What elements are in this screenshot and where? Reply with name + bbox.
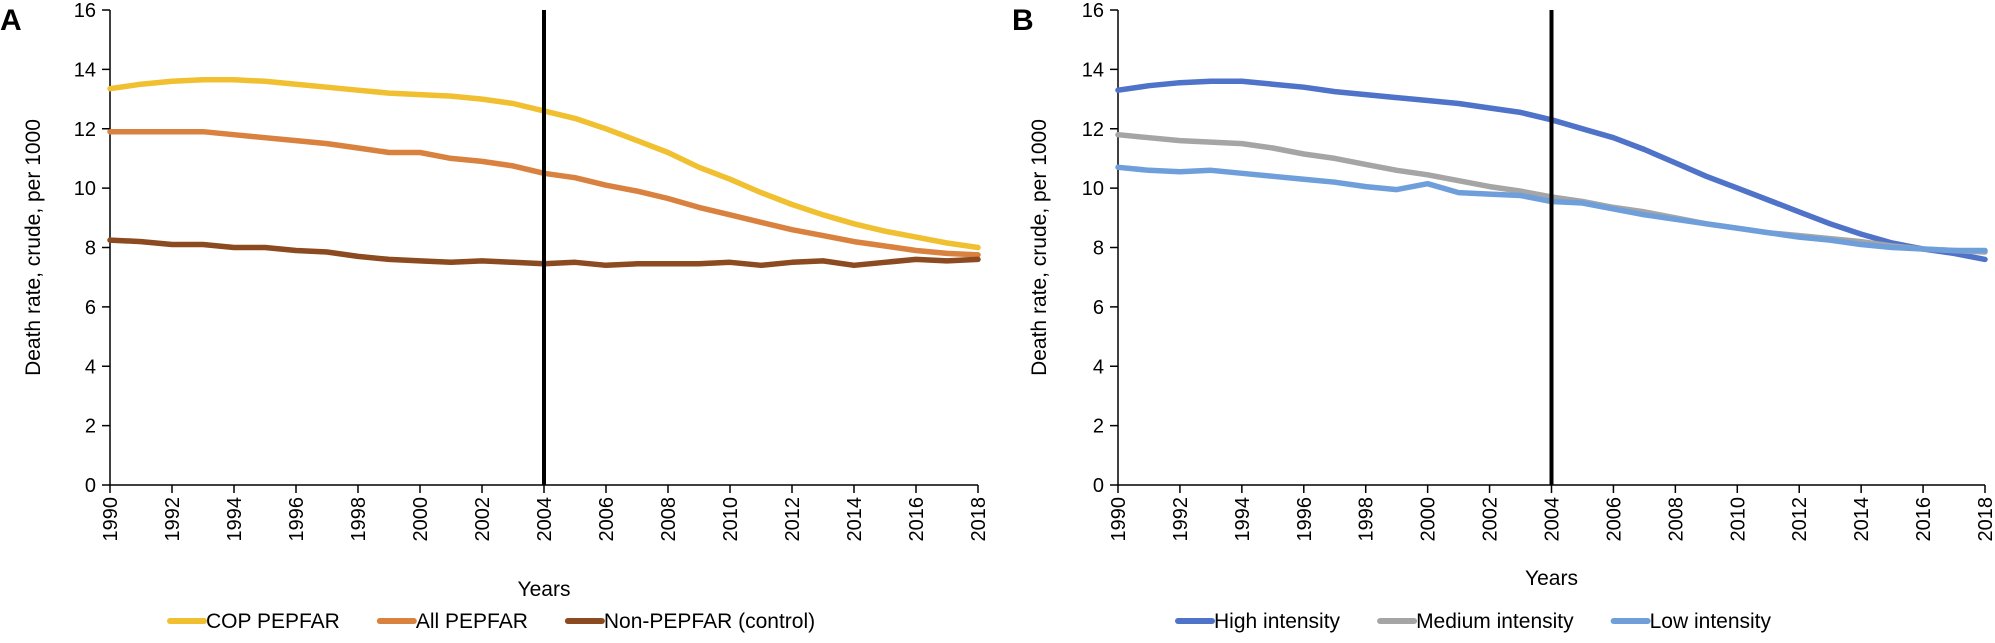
y-tick-label: 12 bbox=[1082, 119, 1104, 141]
y-tick-label: 16 bbox=[74, 0, 96, 22]
y-tick-label: 10 bbox=[74, 178, 96, 200]
x-tick-label: 2004 bbox=[534, 497, 556, 542]
legend-label: High intensity bbox=[1214, 610, 1341, 633]
panel-label: A bbox=[0, 4, 22, 37]
y-tick-label: 4 bbox=[1093, 356, 1104, 378]
y-tick-label: 10 bbox=[1082, 178, 1104, 200]
legend-label: Non-PEPFAR (control) bbox=[604, 610, 815, 633]
x-tick-label: 2014 bbox=[844, 497, 866, 542]
x-tick-label: 2006 bbox=[596, 497, 618, 542]
legend: High intensity Medium intensity Low intens… bbox=[1175, 610, 1772, 633]
x-tick-label: 2002 bbox=[472, 497, 494, 542]
x-tick-label: 2008 bbox=[1665, 497, 1687, 542]
x-tick-label: 2016 bbox=[906, 497, 928, 542]
x-tick-label: 2008 bbox=[658, 497, 680, 542]
legend-item: High intensity bbox=[1175, 610, 1341, 633]
x-axis-title: Years bbox=[1525, 567, 1578, 590]
x-tick-label: 1998 bbox=[348, 497, 370, 542]
x-tick-label: 1990 bbox=[1108, 497, 1130, 542]
y-axis-title: Death rate, crude, per 1000 bbox=[1028, 119, 1051, 376]
x-tick-label: 2018 bbox=[1975, 497, 1995, 542]
x-tick-label: 2010 bbox=[1727, 497, 1749, 542]
y-tick-label: 6 bbox=[85, 297, 96, 319]
x-axis-title: Years bbox=[518, 578, 571, 601]
x-tick-label: 2010 bbox=[720, 497, 742, 542]
y-tick-label: 6 bbox=[1093, 297, 1104, 319]
legend-label: Medium intensity bbox=[1416, 610, 1574, 633]
chart-panel-a: A 0 2 4 6 8 10 12 14 16 1990 1992 1994 1996 1998 2000 20… bbox=[0, 0, 990, 633]
x-tick-label: 2006 bbox=[1603, 497, 1625, 542]
panel-label: B bbox=[1012, 4, 1034, 37]
x-tick-label: 2016 bbox=[1913, 497, 1935, 542]
legend-label: All PEPFAR bbox=[416, 610, 528, 633]
y-tick-label: 0 bbox=[1093, 475, 1104, 497]
legend-item: All PEPFAR bbox=[376, 610, 528, 633]
x-tick-label: 1990 bbox=[100, 497, 122, 542]
x-tick-label: 1994 bbox=[224, 497, 246, 542]
y-tick-label: 8 bbox=[85, 238, 96, 260]
legend-label: Low intensity bbox=[1650, 610, 1772, 633]
x-tick-label: 1996 bbox=[286, 497, 308, 542]
x-tick-label: 2004 bbox=[1542, 497, 1564, 542]
x-tick-label: 2018 bbox=[968, 497, 990, 542]
y-tick-label: 14 bbox=[1082, 59, 1104, 81]
x-tick-label: 1998 bbox=[1356, 497, 1378, 542]
y-tick-label: 4 bbox=[85, 356, 96, 378]
x-tick-label: 2002 bbox=[1480, 497, 1502, 542]
x-tick-label: 2012 bbox=[1789, 497, 1811, 542]
x-tick-label: 2014 bbox=[1851, 497, 1873, 542]
x-tick-label: 2000 bbox=[410, 497, 432, 542]
y-tick-label: 12 bbox=[74, 119, 96, 141]
y-tick-label: 2 bbox=[85, 416, 96, 438]
legend-item: Non-PEPFAR (control) bbox=[564, 610, 815, 633]
legend: COP PEPFAR All PEPFAR Non-PEPFAR (control) bbox=[167, 610, 815, 633]
x-tick-label: 1992 bbox=[162, 497, 184, 542]
y-tick-label: 16 bbox=[1082, 0, 1104, 22]
y-tick-label: 2 bbox=[1093, 416, 1104, 438]
x-tick-label: 1994 bbox=[1232, 497, 1254, 542]
chart-panel-b: B 0 2 4 6 8 10 12 14 16 1990 1992 1994 1996 1998 2000 20… bbox=[1012, 0, 1995, 633]
y-tick-label: 14 bbox=[74, 59, 96, 81]
legend-item: COP PEPFAR bbox=[167, 610, 340, 633]
legend-label: COP PEPFAR bbox=[206, 610, 340, 633]
legend-item: Low intensity bbox=[1610, 610, 1772, 633]
x-tick-label: 1996 bbox=[1294, 497, 1316, 542]
legend-item: Medium intensity bbox=[1377, 610, 1574, 633]
y-tick-label: 0 bbox=[85, 475, 96, 497]
x-tick-label: 1992 bbox=[1170, 497, 1192, 542]
y-axis-title: Death rate, crude, per 1000 bbox=[22, 119, 45, 376]
y-tick-label: 8 bbox=[1093, 238, 1104, 260]
x-tick-label: 2000 bbox=[1418, 497, 1440, 542]
x-tick-label: 2012 bbox=[782, 497, 804, 542]
